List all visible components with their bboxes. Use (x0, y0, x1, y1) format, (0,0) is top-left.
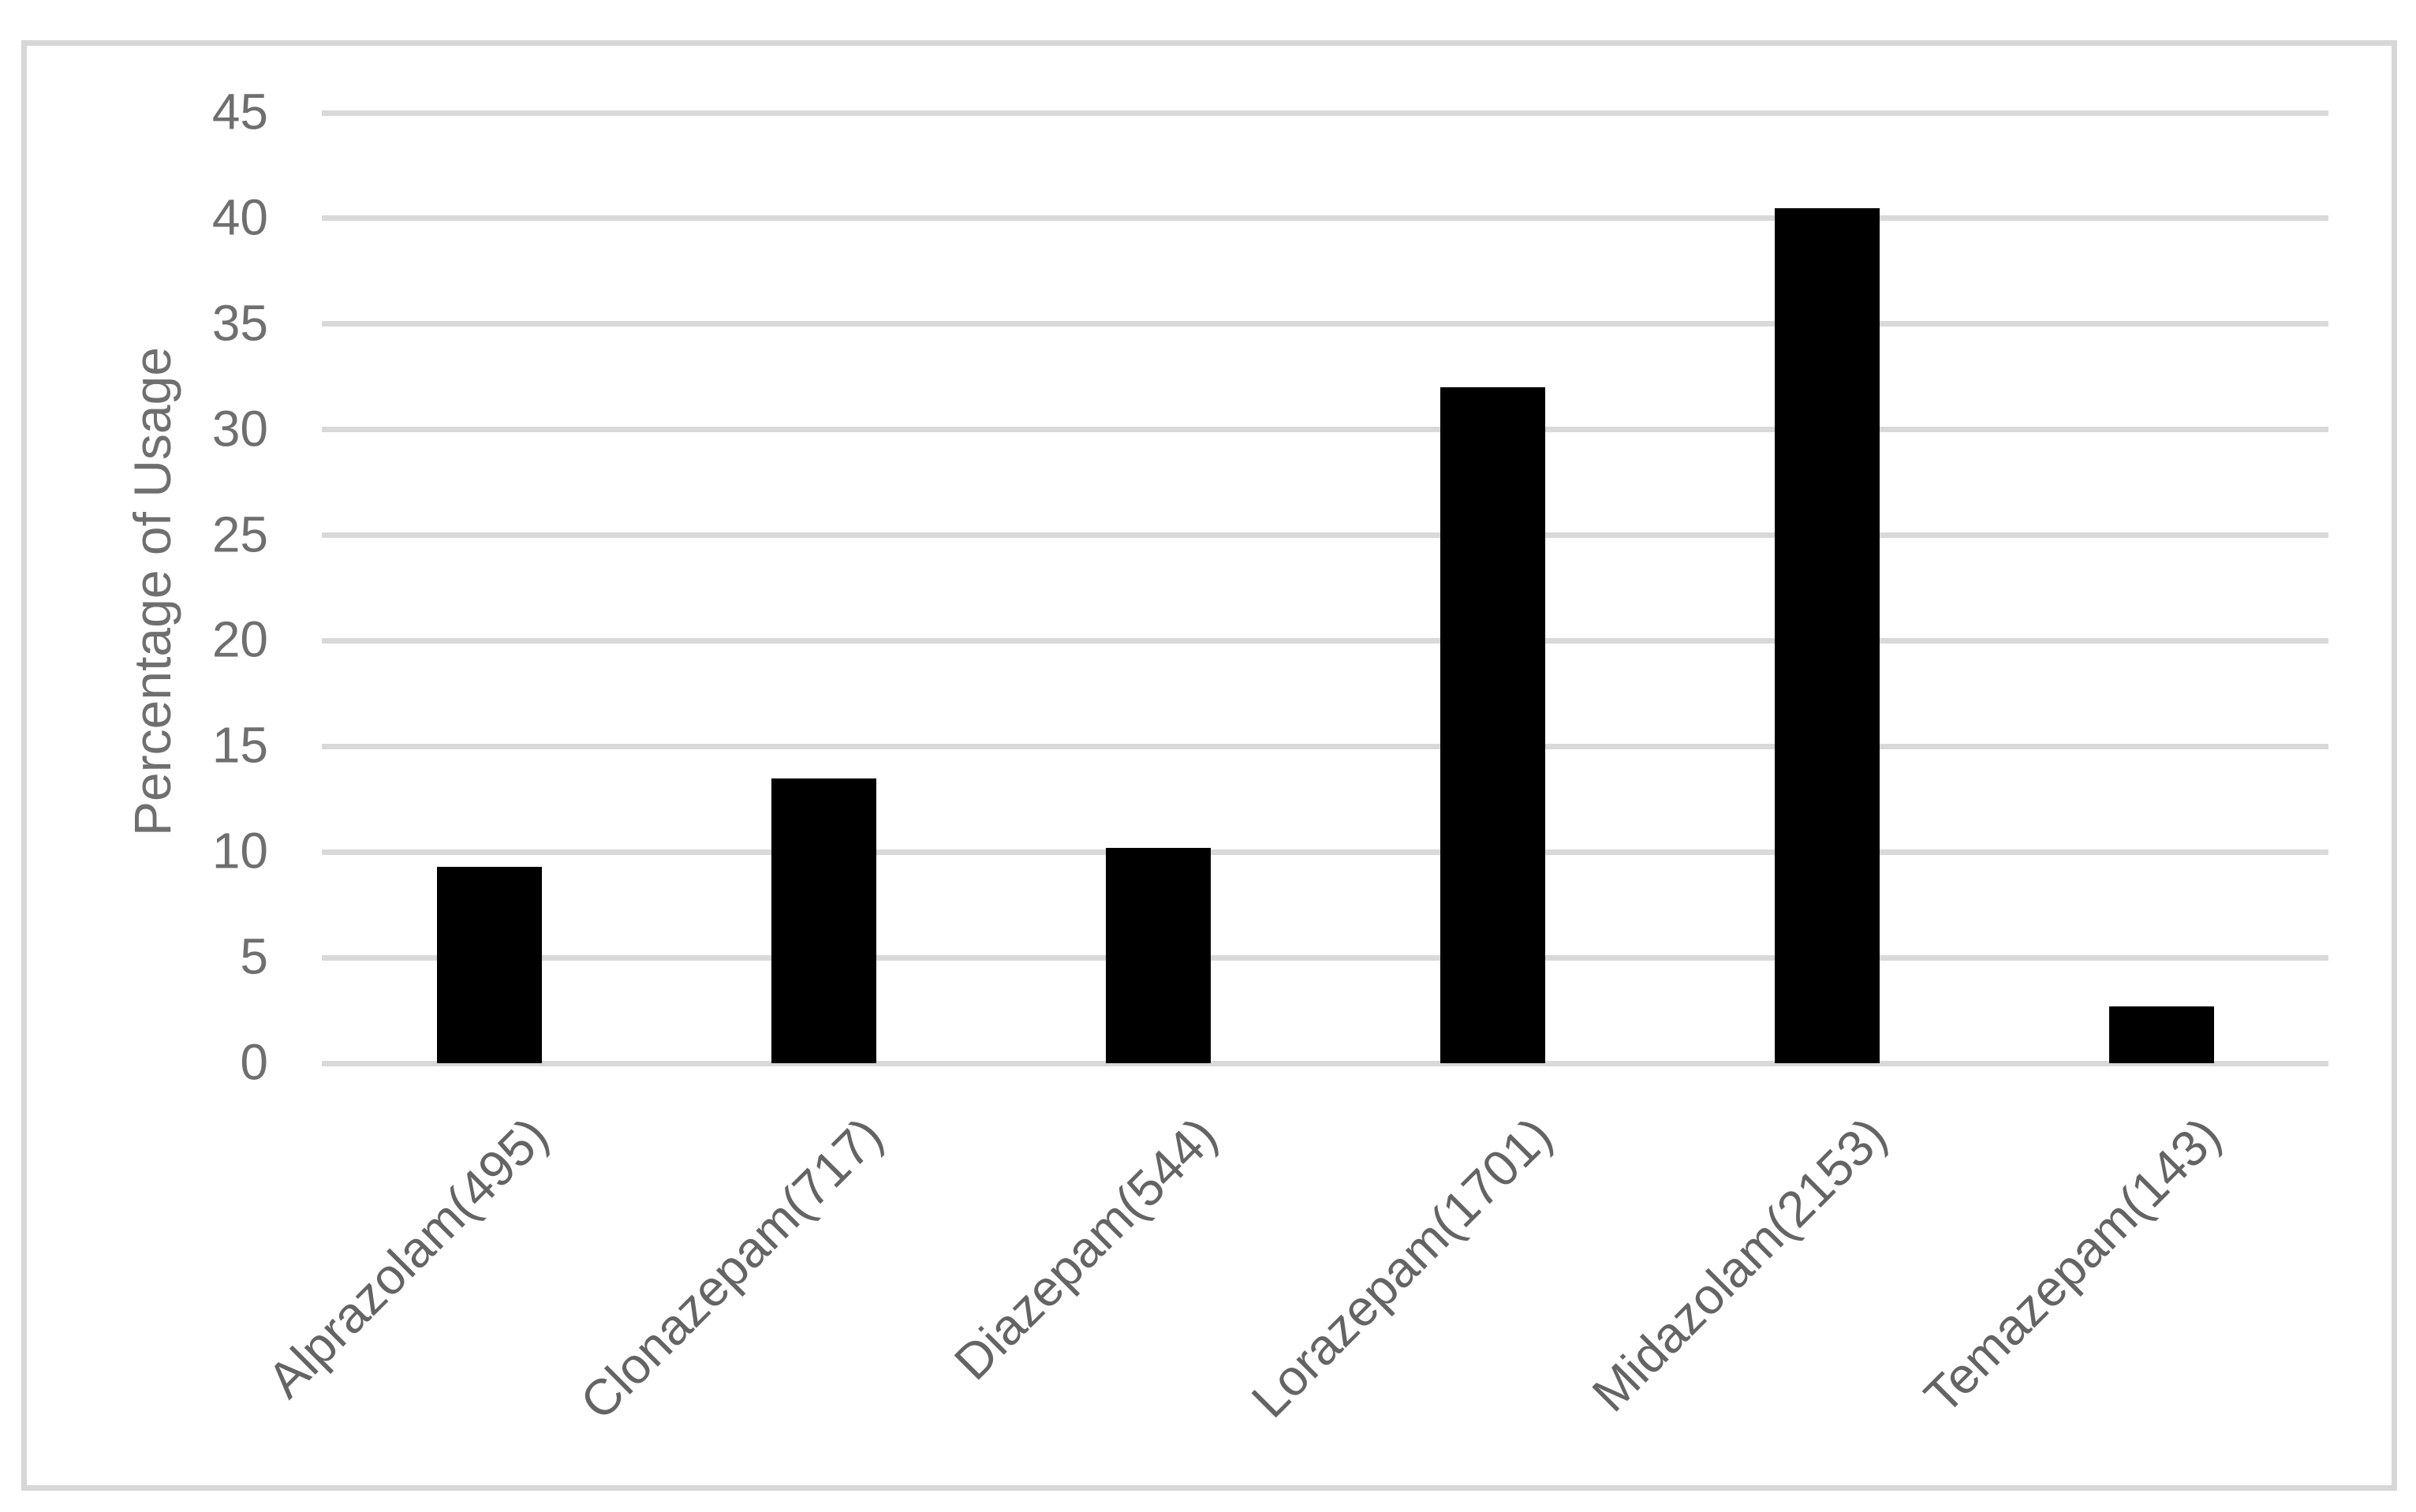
y-tick-label: 25 (211, 506, 268, 563)
gridline (322, 215, 2328, 222)
y-tick-label: 35 (211, 294, 268, 352)
gridline (322, 427, 2328, 433)
y-tick-label: 45 (211, 83, 268, 140)
bar (771, 778, 876, 1063)
gridline (322, 532, 2328, 539)
y-tick-label: 30 (211, 400, 268, 457)
gridline (322, 321, 2328, 327)
x-category-label: Temazepam(143) (1913, 1106, 2231, 1424)
gridline (322, 743, 2328, 749)
y-tick-label: 15 (211, 717, 268, 775)
y-tick-label: 10 (211, 822, 268, 879)
y-tick-label: 5 (240, 928, 268, 985)
bar (1440, 387, 1545, 1063)
gridline (322, 1060, 2328, 1066)
x-category-label: Alprazolam(495) (256, 1106, 559, 1409)
y-tick-label: 0 (240, 1033, 268, 1091)
y-tick-label: 40 (211, 189, 268, 246)
gridline (322, 110, 2328, 116)
x-category-label: Diazepam(544) (943, 1106, 1228, 1391)
x-category-label: Midazolam(2153) (1581, 1106, 1897, 1423)
gridline (322, 954, 2328, 961)
bar (1105, 847, 1211, 1063)
y-tick-label: 20 (211, 611, 268, 669)
bar (2108, 1006, 2214, 1063)
x-category-label: Clonazepam(717) (569, 1106, 894, 1431)
chart-outer-border (21, 40, 2397, 1491)
bar (1774, 207, 1880, 1063)
gridline (322, 849, 2328, 855)
gridline (322, 637, 2328, 644)
bar (436, 866, 542, 1063)
x-category-label: Lorazepam(1701) (1240, 1106, 1563, 1429)
